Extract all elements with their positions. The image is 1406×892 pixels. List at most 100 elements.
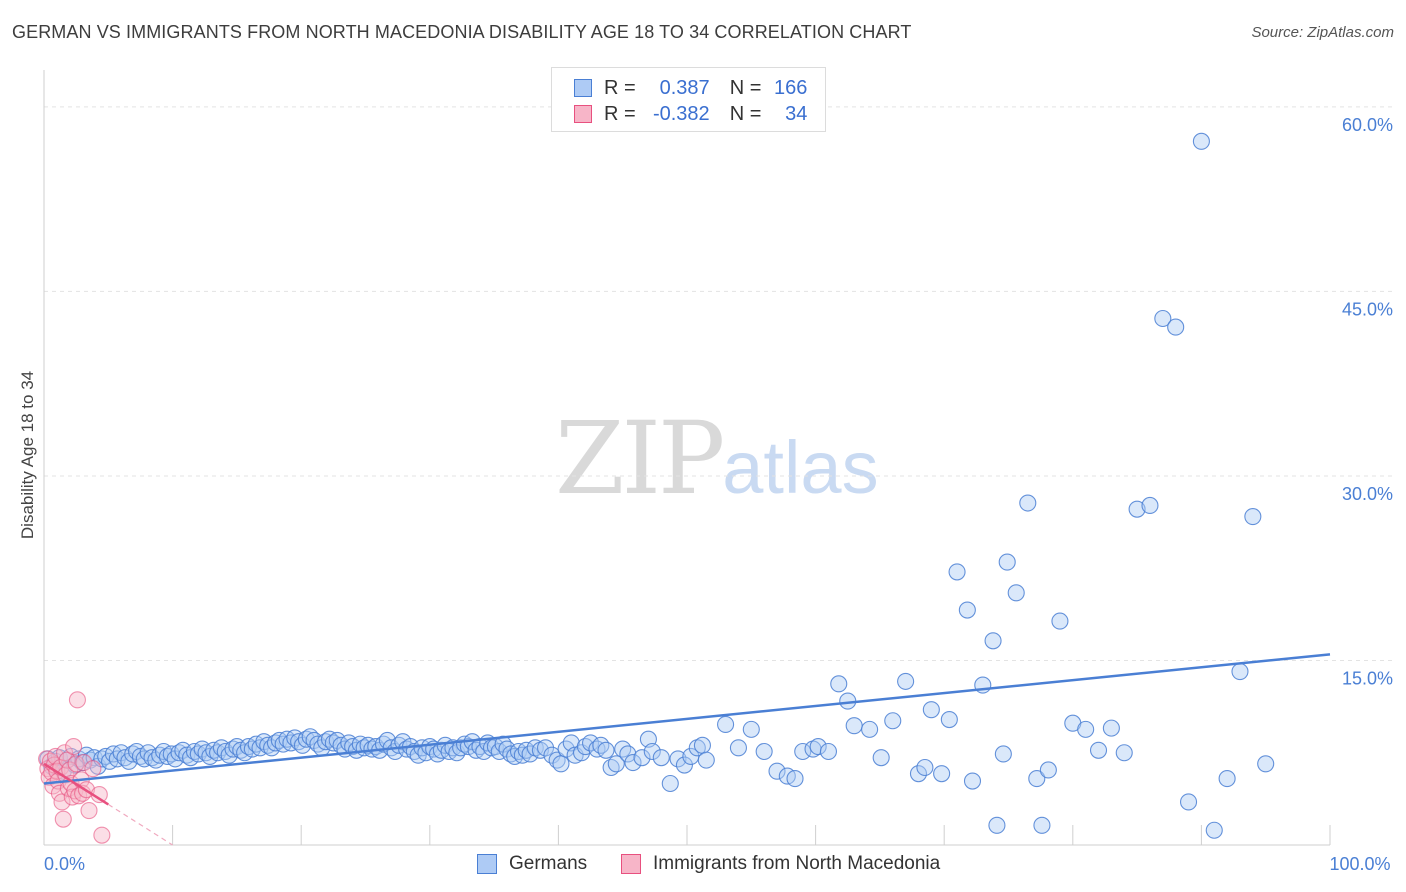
germans-point [1257, 755, 1275, 773]
germans-point [693, 736, 711, 754]
germans-point [1128, 500, 1146, 518]
immigrants-point [84, 760, 102, 778]
germans-point [922, 701, 940, 719]
germans-point [552, 755, 570, 773]
legend-n-value: 166 [774, 76, 808, 99]
germans-point [643, 742, 661, 761]
germans-point [998, 553, 1016, 571]
immigrants-label: Immigrants from North Macedonia [653, 853, 941, 874]
germans-point [1231, 662, 1249, 681]
germans-point [1205, 821, 1223, 839]
legend-r-value: 0.387 [659, 76, 710, 99]
germans-point [717, 715, 735, 733]
germans-point [897, 672, 915, 690]
legend-r-label: R = [604, 76, 636, 99]
germans-point [543, 746, 561, 764]
germans-point [845, 717, 863, 735]
germans-point [755, 742, 773, 761]
germans-point [1019, 494, 1037, 512]
germans-point [958, 601, 976, 619]
legend-n-label: N = [729, 102, 762, 125]
germans-point [619, 745, 637, 763]
legend-r-label: R = [604, 102, 636, 125]
germans-point [581, 734, 600, 752]
watermark-atlas: atlas [722, 426, 879, 509]
germans-point [948, 563, 966, 581]
germans-point [1007, 584, 1025, 602]
germans-point [675, 756, 693, 774]
germans-point [729, 739, 747, 757]
legend-row-germans: R = 0.387 N = 166 [574, 75, 807, 101]
y-tick-label: 45.0% [1342, 299, 1393, 319]
germans-point [1167, 318, 1185, 336]
germans-point [1051, 612, 1069, 630]
watermark: ZIPatlas [555, 400, 879, 517]
immigrants-point [93, 826, 111, 844]
trend-layer [43, 653, 1331, 846]
germans-point [592, 736, 610, 754]
germans-label: Germans [509, 853, 588, 874]
germans-point [884, 712, 902, 730]
legend-row-immigrants: R = -0.382 N = 34 [574, 101, 807, 127]
legend-n-value: 34 [785, 102, 808, 125]
germans-point [1154, 309, 1172, 328]
germans-point [652, 749, 670, 767]
germans-point [633, 749, 651, 767]
immigrants-trendline-extension [107, 803, 173, 846]
immigrants-swatch [621, 854, 641, 874]
labels-layer: 15.0% 30.0% 45.0% 60.0% 0.0% 100.0% [44, 115, 1393, 874]
grid-layer [44, 106, 1395, 661]
axis-layer [43, 70, 1331, 846]
germans-point [624, 754, 642, 772]
legend-swatch-germans [574, 79, 592, 97]
germans-point [1244, 507, 1262, 526]
germans-point [607, 755, 625, 773]
legend-n-label: N = [729, 76, 762, 99]
germans-point [1192, 132, 1210, 150]
germans-point [697, 751, 715, 769]
germans-point [1218, 770, 1236, 788]
germans-point [994, 745, 1012, 763]
germans-point [809, 738, 827, 756]
legend-swatch-immigrants [574, 105, 592, 123]
germans-point [909, 765, 928, 783]
germans-point [661, 774, 679, 793]
bottom-legend-immigrants[interactable]: Immigrants from North Macedonia [621, 852, 940, 876]
germans-point [742, 720, 760, 738]
germans-point [940, 710, 958, 729]
germans-point [1089, 741, 1108, 759]
germans-point [1028, 770, 1046, 788]
germans-point [669, 750, 687, 768]
source-label: Source: ZipAtlas.com [1251, 24, 1394, 41]
y-tick-label: 60.0% [1342, 115, 1393, 135]
legend-r-value: -0.382 [652, 102, 710, 125]
germans-swatch [477, 854, 497, 874]
germans-point [1141, 496, 1159, 515]
bottom-legend-germans[interactable]: Germans [477, 852, 587, 876]
germans-point [872, 749, 890, 767]
points-layer [38, 132, 1275, 844]
immigrants-point [80, 802, 98, 820]
immigrants-point [54, 810, 72, 828]
germans-point [1033, 816, 1051, 834]
germans-point [614, 740, 632, 758]
germans-point [794, 742, 812, 761]
germans-point [963, 772, 982, 790]
germans-point [988, 816, 1006, 834]
x-tick-label: 100.0% [1329, 854, 1390, 874]
germans-point [1077, 720, 1095, 738]
germans-point [830, 675, 848, 693]
germans-point [819, 742, 838, 761]
immigrants-trendline [43, 762, 109, 806]
immigrants-point [75, 754, 93, 772]
germans-point [984, 632, 1002, 650]
correlation-legend: R = 0.387 N = 166 R = -0.382 N = 34 [551, 67, 826, 132]
germans-point [1102, 719, 1120, 737]
germans-point [933, 765, 951, 783]
watermark-zip: ZIP [555, 400, 725, 517]
germans-point [916, 758, 934, 777]
immigrants-point [68, 691, 86, 709]
germans-point [768, 762, 786, 780]
germans-point [1115, 744, 1133, 762]
